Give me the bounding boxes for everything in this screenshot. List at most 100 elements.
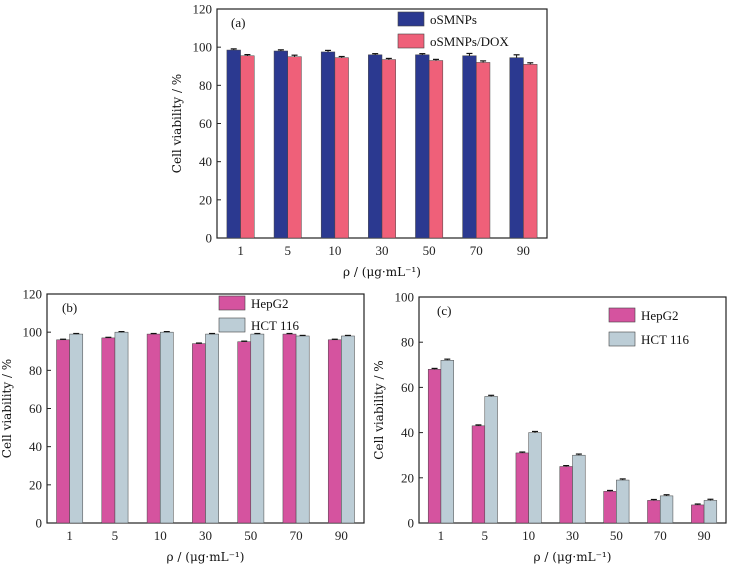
y-axis-title: Cell viability / %	[0, 359, 14, 458]
x-tick-label: 5	[112, 528, 119, 543]
x-tick-label: 90	[517, 243, 530, 258]
legend-label: HepG2	[251, 296, 289, 311]
y-tick-label: 100	[395, 290, 415, 305]
x-tick-label: 10	[522, 528, 535, 543]
y-tick-label: 40	[29, 439, 42, 454]
x-tick-label: 90	[335, 528, 348, 543]
bar	[250, 333, 265, 524]
bar	[146, 333, 161, 524]
bar	[381, 59, 396, 239]
bar	[703, 500, 718, 524]
bar	[484, 396, 498, 524]
panel-label: (a)	[231, 15, 245, 30]
legend-label: HepG2	[641, 308, 679, 323]
bar	[114, 331, 129, 524]
x-tick-label: 5	[284, 243, 291, 258]
bar	[69, 333, 84, 524]
x-tick-label: 50	[244, 528, 257, 543]
y-tick-label: 100	[193, 40, 213, 55]
y-tick-label: 100	[23, 325, 43, 340]
x-tick-label: 90	[698, 528, 711, 543]
bar	[691, 504, 705, 524]
bar	[647, 500, 661, 524]
bar	[226, 49, 241, 239]
bar	[559, 466, 573, 524]
x-tick-label: 1	[438, 528, 445, 543]
y-tick-label: 120	[193, 2, 213, 17]
bar	[616, 479, 630, 524]
bar	[471, 425, 486, 524]
legend-swatch	[397, 11, 425, 27]
bar	[101, 337, 116, 524]
legend-swatch	[397, 33, 425, 49]
y-tick-label: 120	[23, 287, 43, 302]
bar	[509, 57, 524, 239]
bar	[415, 54, 430, 239]
y-tick-label: 60	[199, 116, 212, 131]
x-tick-label: 30	[199, 528, 212, 543]
x-tick-label: 1	[66, 528, 73, 543]
bar	[192, 343, 206, 524]
bar	[427, 369, 442, 524]
bar	[240, 55, 255, 239]
legend-swatch	[218, 317, 246, 333]
legend-label: oSMNPs	[430, 12, 477, 27]
bar	[205, 333, 219, 524]
y-tick-label: 40	[199, 154, 212, 169]
bar	[327, 339, 342, 524]
y-tick-label: 0	[206, 231, 213, 246]
x-tick-label: 10	[154, 528, 167, 543]
bar	[603, 491, 617, 524]
x-axis-title: ρ / (μg·mL⁻¹)	[167, 550, 245, 564]
y-axis-title: Cell viability / %	[372, 360, 386, 459]
y-tick-label: 40	[401, 425, 414, 440]
x-tick-label: 30	[376, 243, 389, 258]
x-axis-title: ρ / (μg·mL⁻¹)	[343, 265, 421, 279]
bar	[428, 60, 444, 239]
y-tick-label: 0	[36, 516, 43, 531]
bar	[572, 454, 586, 524]
bar	[462, 55, 477, 239]
legend-label: HCT 116	[251, 318, 300, 333]
bar	[282, 333, 297, 524]
bar	[56, 339, 70, 524]
y-tick-label: 80	[199, 78, 212, 93]
bar	[295, 335, 310, 524]
chart-panel-a: 0 20 40 60 80 100 120 1 5 10 30 50 70 90 Cell viabilit…	[170, 2, 548, 279]
bar	[523, 64, 538, 239]
y-axis-title: Cell viability / %	[170, 74, 184, 173]
panel-label: (b)	[62, 300, 77, 315]
x-axis-title: ρ / (μg·mL⁻¹)	[534, 550, 612, 564]
x-tick-label: 5	[482, 528, 489, 543]
bar	[287, 56, 302, 239]
bar	[237, 341, 252, 524]
bar	[334, 57, 349, 239]
x-tick-label: 30	[566, 528, 579, 543]
y-tick-label: 20	[199, 192, 212, 207]
bar	[476, 62, 491, 239]
legend-label: oSMNPs/DOX	[430, 34, 509, 49]
y-tick-label: 80	[29, 363, 42, 378]
bar	[515, 452, 529, 524]
bar	[659, 495, 674, 524]
x-tick-label: 70	[290, 528, 303, 543]
legend-label: HCT 116	[641, 332, 690, 347]
bar	[440, 360, 454, 524]
bar	[159, 331, 174, 524]
chart-panel-b: 0 20 40 60 80 100 120 1 5 10 30 50 70 90 Cell viabilit…	[0, 287, 365, 564]
bar	[341, 335, 355, 524]
x-tick-label: 50	[610, 528, 623, 543]
y-tick-label: 20	[29, 477, 42, 492]
x-tick-label: 70	[470, 243, 483, 258]
y-tick-label: 0	[408, 516, 415, 531]
legend-swatch	[218, 295, 246, 311]
x-tick-label: 10	[328, 243, 341, 258]
bar	[320, 51, 336, 239]
x-tick-label: 1	[237, 243, 244, 258]
x-tick-label: 70	[654, 528, 667, 543]
y-tick-label: 60	[29, 401, 42, 416]
bar	[368, 54, 383, 239]
chart-panel-c: 0 20 40 60 80 100 1 5 10 30 50 70 90 Cell viability /…	[372, 290, 727, 564]
legend-swatch	[608, 331, 636, 347]
